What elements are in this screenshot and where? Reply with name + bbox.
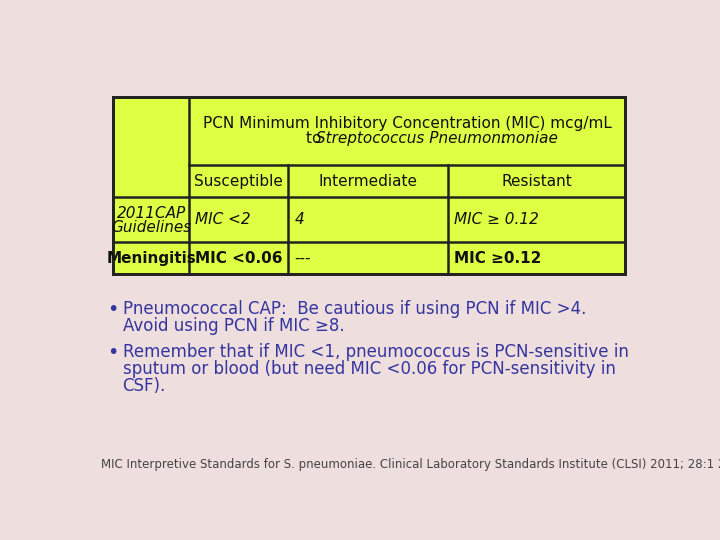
Text: •: • xyxy=(107,343,118,362)
Text: Meningitis: Meningitis xyxy=(107,251,196,266)
Text: sputum or blood (but need MIC <0.06 for PCN-sensitivity in: sputum or blood (but need MIC <0.06 for … xyxy=(122,360,616,377)
Bar xyxy=(113,97,625,274)
Text: Pneumococcal CAP:  Be cautious if using PCN if MIC >4.: Pneumococcal CAP: Be cautious if using P… xyxy=(122,300,586,318)
Bar xyxy=(113,97,625,274)
Text: Intermediate: Intermediate xyxy=(319,173,418,188)
Text: MIC <2: MIC <2 xyxy=(195,212,251,227)
Text: 4: 4 xyxy=(294,212,305,227)
Text: MIC ≥0.12: MIC ≥0.12 xyxy=(454,251,541,266)
Text: CSF).: CSF). xyxy=(122,377,166,395)
Text: MIC Interpretive Standards for S. pneumoniae. Clinical Laboratory Standards Inst: MIC Interpretive Standards for S. pneumo… xyxy=(101,458,720,471)
Text: Susceptible: Susceptible xyxy=(194,173,283,188)
Text: to: to xyxy=(306,131,326,146)
Text: ---: --- xyxy=(294,251,311,266)
Text: Avoid using PCN if MIC ≥8.: Avoid using PCN if MIC ≥8. xyxy=(122,316,344,335)
Text: •: • xyxy=(107,300,118,319)
Text: Remember that if MIC <1, pneumococcus is PCN-sensitive in: Remember that if MIC <1, pneumococcus is… xyxy=(122,343,629,361)
Text: 2011CAP: 2011CAP xyxy=(117,206,186,221)
Text: Guidelines: Guidelines xyxy=(111,220,192,235)
Text: PCN Minimum Inhibitory Concentration (MIC) mcg/mL: PCN Minimum Inhibitory Concentration (MI… xyxy=(202,116,611,131)
Text: MIC <0.06: MIC <0.06 xyxy=(195,251,283,266)
Text: :: : xyxy=(500,131,505,146)
Text: Streptococcus Pneumonmoniae: Streptococcus Pneumonmoniae xyxy=(315,131,557,146)
Text: Resistant: Resistant xyxy=(501,173,572,188)
Text: MIC ≥ 0.12: MIC ≥ 0.12 xyxy=(454,212,539,227)
